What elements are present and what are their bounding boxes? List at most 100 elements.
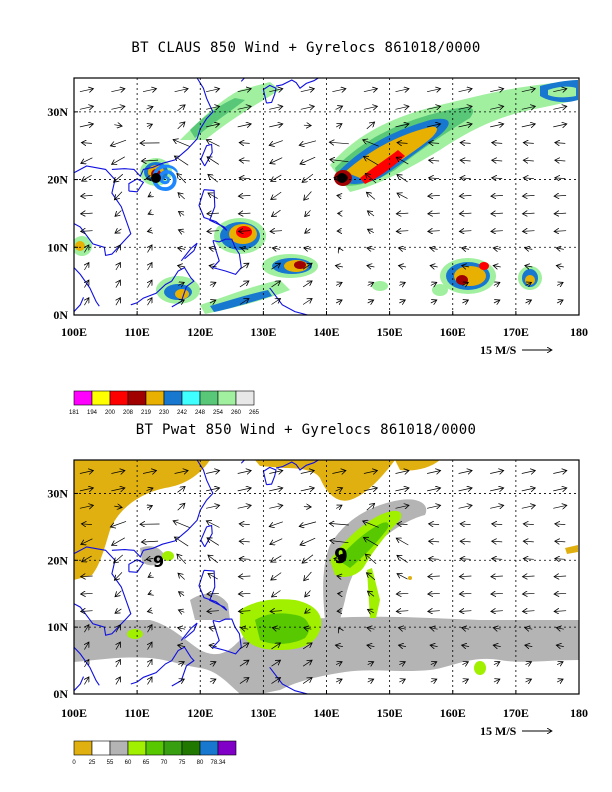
wind-vector	[430, 266, 438, 268]
wind-vector	[430, 628, 438, 630]
colorbar-swatch	[235, 390, 255, 406]
wind-vector	[116, 677, 121, 685]
wind-vector	[395, 124, 410, 127]
wind-vector	[459, 213, 472, 214]
wind-vector	[81, 213, 93, 214]
wind-vector	[239, 524, 250, 525]
wind-vector	[556, 645, 564, 647]
wind-vector	[81, 593, 93, 594]
wind-vector	[239, 541, 250, 542]
wind-vector	[490, 106, 504, 109]
wind-vector	[111, 488, 125, 491]
wind-vector	[493, 282, 500, 285]
colorbar-label: 194	[87, 410, 98, 416]
wind-vector	[366, 503, 375, 511]
wind-vector	[458, 488, 473, 491]
wind-vector	[209, 679, 216, 682]
wind-vector	[239, 643, 249, 650]
wind-vector	[521, 89, 536, 92]
wind-vector	[269, 89, 283, 92]
wind-vector	[523, 576, 535, 577]
wind-vector	[304, 571, 312, 581]
wind-vector	[239, 160, 250, 161]
wind-vector	[399, 282, 405, 285]
bottom-coastlines	[74, 460, 326, 694]
colorbar-swatch	[109, 740, 129, 756]
wind-vector	[397, 143, 408, 144]
wind-vector	[178, 300, 184, 303]
wind-vector	[523, 541, 534, 542]
wind-vector	[270, 611, 283, 612]
wind-vector	[115, 210, 122, 217]
wind-vector	[239, 178, 250, 179]
wind-vector	[368, 229, 374, 232]
coastline	[211, 618, 242, 655]
wind-vector	[269, 488, 283, 491]
wind-vector	[271, 174, 282, 181]
wind-vector	[269, 140, 283, 146]
wind-vector	[299, 140, 317, 146]
wind-vector	[363, 521, 379, 528]
wind-vector	[239, 299, 249, 305]
wind-vector	[493, 679, 500, 682]
wind-vector	[429, 178, 440, 179]
wind-vector	[141, 160, 159, 161]
wind-vector	[335, 645, 343, 647]
wind-vector	[146, 488, 154, 491]
colorbar-swatch	[163, 740, 183, 756]
wind-vector	[523, 559, 534, 560]
x-tick-label: 100E	[61, 706, 87, 720]
wind-vector	[209, 282, 216, 285]
wind-vector	[553, 488, 567, 491]
x-tick-label: 110E	[124, 706, 149, 720]
wind-vector	[237, 505, 252, 508]
wind-vector	[459, 576, 472, 577]
wind-vector	[554, 231, 567, 232]
wind-vector	[81, 538, 93, 545]
wind-vector	[554, 576, 567, 577]
wind-vector	[554, 611, 567, 612]
wind-vector	[79, 505, 94, 508]
svg-text:9: 9	[153, 552, 164, 571]
wind-vector	[397, 193, 408, 199]
wind-vector	[555, 524, 566, 525]
colorbar-swatch	[91, 390, 111, 406]
wind-vector	[239, 559, 250, 560]
colorbar-swatch	[217, 390, 237, 406]
wind-vector	[521, 505, 536, 508]
x-tick-label: 160E	[440, 325, 466, 339]
wind-vector	[238, 195, 251, 196]
wind-vector	[209, 662, 216, 665]
wind-vector	[367, 282, 374, 285]
coastline	[275, 460, 326, 471]
bottom-map-panel	[74, 460, 579, 694]
coastline	[128, 178, 145, 193]
wind-vector	[207, 231, 219, 232]
wind-vector	[116, 263, 121, 271]
wind-vector	[177, 122, 185, 130]
wind-vector	[523, 160, 534, 161]
wind-vector	[174, 156, 189, 166]
wind-vector	[367, 679, 374, 682]
colorbar-swatch	[73, 740, 93, 756]
y-tick-label: 30N	[47, 486, 68, 500]
wind-vector	[368, 609, 374, 612]
wind-vector	[492, 160, 503, 161]
wind-vector	[427, 89, 441, 92]
bottom-storm-symbol-icon: 9 9	[153, 544, 348, 571]
wind-vector	[366, 192, 376, 200]
colorbar-swatch	[145, 390, 165, 406]
wind-vector	[429, 524, 440, 525]
wind-vector	[525, 248, 533, 250]
coastline	[74, 267, 100, 307]
wind-vector	[429, 541, 440, 542]
wind-vector	[462, 679, 468, 682]
wind-vector	[330, 160, 349, 162]
coastline	[74, 546, 132, 636]
wind-vector	[367, 645, 375, 647]
wind-vector	[523, 195, 535, 196]
coastline	[269, 287, 308, 315]
wind-vector	[238, 593, 251, 594]
wind-vector	[493, 645, 501, 647]
wind-vector	[428, 593, 440, 594]
